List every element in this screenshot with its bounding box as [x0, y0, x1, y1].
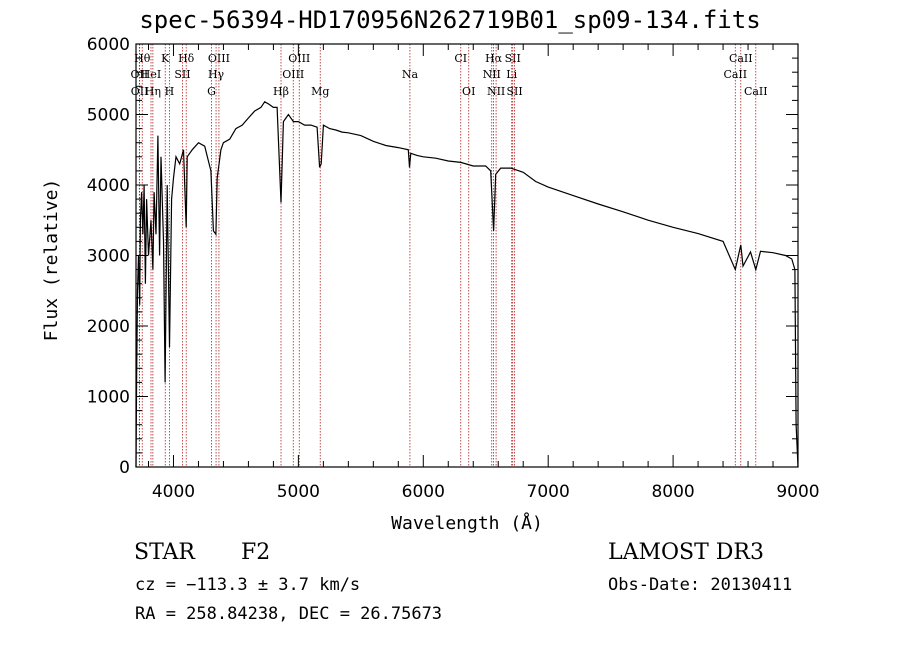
marker-label-19: Hη [145, 85, 161, 98]
survey-name: LAMOST DR3 [608, 540, 764, 565]
y-tick-label-4: 4000 [87, 176, 130, 196]
object-class: STAR [134, 540, 195, 565]
axis-ticks: 4000 5000 6000 7000 8000 9000 0 1000 2000 3000 400… [87, 35, 820, 502]
y-tick-label-0: 0 [119, 458, 130, 478]
marker-label-4: OIII [288, 52, 310, 65]
marker-label-15: NII [483, 68, 501, 81]
y-tick-label-6: 6000 [87, 35, 130, 55]
y-tick-label-2: 2000 [87, 317, 130, 337]
object-subclass: F2 [241, 540, 271, 565]
marker-label-6: Hα [485, 52, 503, 65]
coordinates: RA = 258.84238, DEC = 26.75673 [135, 604, 443, 624]
y-axis-label: Flux (relative) [41, 179, 62, 342]
marker-label-11: SII [174, 68, 190, 81]
x-tick-label-2: 6000 [402, 482, 445, 502]
spectrum-line [135, 101, 799, 468]
marker-label-23: Mg [311, 85, 329, 98]
chart-title: spec-56394-HD170956N262719B01_sp09-134.f… [139, 6, 761, 34]
marker-label-7: SII [505, 52, 521, 65]
x-tick-label-0: 4000 [152, 482, 195, 502]
marker-label-25: NII [487, 85, 505, 98]
y-tick-label-1: 1000 [87, 388, 130, 408]
y-tick-label-5: 5000 [87, 106, 130, 126]
marker-label-2: Hδ [178, 52, 195, 65]
y-tick-label-3: 3000 [87, 247, 130, 267]
marker-label-0: Hθ [134, 52, 151, 65]
marker-label-5: CI [454, 52, 467, 65]
marker-label-22: Hβ [273, 85, 289, 98]
plot-frame [135, 43, 799, 468]
redshift-readout: cz = −113.3 ± 3.7 km/s [135, 575, 361, 595]
obs-date: Obs-Date: 20130411 [608, 575, 793, 595]
marker-label-27: CaII [744, 85, 768, 98]
marker-label-21: G [207, 85, 216, 98]
x-tick-label-5: 9000 [776, 482, 819, 502]
x-tick-label-1: 5000 [277, 482, 320, 502]
marker-label-1: K [161, 52, 170, 65]
x-tick-label-3: 7000 [527, 482, 570, 502]
marker-label-14: Na [402, 68, 419, 81]
marker-label-3: OIII [208, 52, 230, 65]
marker-label-16: Li [506, 68, 517, 81]
x-tick-label-4: 8000 [651, 482, 694, 502]
marker-label-24: OI [462, 85, 475, 98]
marker-label-12: Hγ [208, 68, 225, 81]
x-axis-label: Wavelength (Å) [391, 512, 543, 534]
marker-label-8: CaII [729, 52, 753, 65]
marker-label-13: OIII [282, 68, 304, 81]
marker-label-20: H [165, 85, 175, 98]
marker-label-26: SII [506, 85, 522, 98]
marker-label-10: HeI [141, 68, 161, 81]
marker-label-18: OII [131, 85, 149, 98]
marker-label-17: CaII [723, 68, 747, 81]
